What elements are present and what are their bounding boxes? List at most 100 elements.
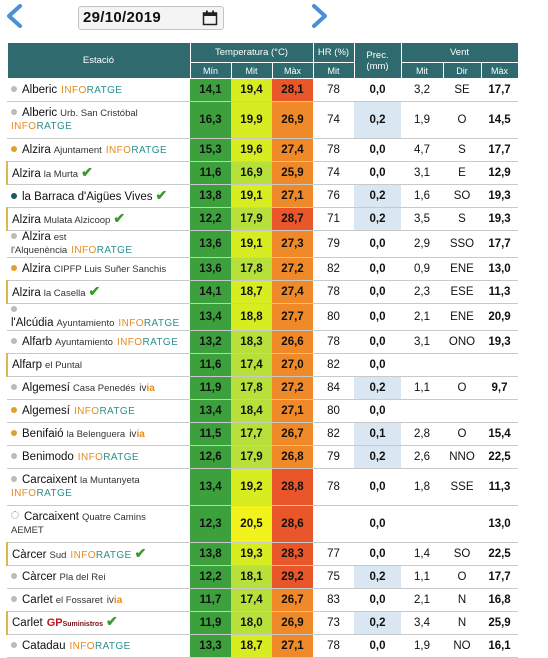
inforatge-logo: INFORATGE xyxy=(11,488,73,499)
wind-mit-cell: 1,4 xyxy=(401,542,443,566)
rain-cell: 0,0 xyxy=(354,588,401,612)
station-name-cell: Alzira Ajuntament INFORATGE xyxy=(7,138,190,162)
table-row[interactable]: Alzira la Murta ✔ 11,6 16,9 25,9 74 0,0 3,1 E 12,9 xyxy=(6,161,519,185)
station-location: Mulata Alzicoop xyxy=(43,214,111,226)
table-row[interactable]: Benimodo INFORATGE 12,6 17,9 26,8 79 0,2 2,6 NNO… xyxy=(7,445,519,469)
table-row[interactable]: Alzira est l'Alquenència INFORATGE 13,6 19,1… xyxy=(7,230,519,258)
station-name[interactable]: Alberic xyxy=(22,83,58,96)
table-row[interactable]: Alfarb Ayuntamiento INFORATGE 13,2 18,3 26,6 7… xyxy=(7,330,519,354)
temp-mit-cell: 18,4 xyxy=(231,399,272,423)
station-name[interactable]: Carlet xyxy=(12,617,43,629)
station-name-cell: Alzira est l'Alquenència INFORATGE xyxy=(7,230,190,258)
station-name[interactable]: Alzira xyxy=(22,143,51,156)
station-name[interactable]: Benimodo xyxy=(22,450,74,463)
table-row[interactable]: Carcaixent la Muntanyeta INFORATGE 13,4 19,2… xyxy=(7,468,519,506)
table-row[interactable]: Alfarp el Puntal 11,6 17,4 27,0 82 0,0 xyxy=(6,353,519,377)
rain-cell: 0,0 xyxy=(354,634,401,658)
table-row[interactable]: Benifaió la Belenguera ivia 11,5 17,7 26,7 82 0… xyxy=(7,422,519,446)
table-row[interactable]: Carlet el Fossaret ivia 11,7 17,4 26,7 83 0,0 2,… xyxy=(7,588,519,612)
header-wind-mit: Mit xyxy=(400,62,444,79)
station-status-dot xyxy=(11,306,17,312)
temp-max-cell: 25,9 xyxy=(272,161,313,185)
verified-check-icon: ✔ xyxy=(155,186,168,203)
table-row[interactable]: Càrcer Pla del Rei 12,2 18,1 29,2 75 0,2 1,1 O 17… xyxy=(7,565,519,589)
table-row[interactable]: l'Alcúdia Ayuntamiento INFORATGE 13,4 18,8 27… xyxy=(7,303,519,331)
temp-min-cell: 12,2 xyxy=(190,565,231,589)
header-wind-dir: Dir xyxy=(442,62,482,79)
rain-cell: 0,0 xyxy=(354,330,401,354)
temp-max-cell: 28,7 xyxy=(272,207,313,231)
rain-cell: 0,1 xyxy=(354,422,401,446)
table-row[interactable]: Càrcer Sud INFORATGE ✔ 13,8 19,3 28,3 77 0,0 1,4 S… xyxy=(6,542,519,566)
inforatge-logo: INFORATGE xyxy=(11,121,73,132)
calendar-icon[interactable] xyxy=(202,10,218,26)
wind-max-cell: 12,9 xyxy=(481,161,519,185)
table-row[interactable]: Alzira CIPFP Luis Suñer Sanchis 13,6 17,8 27… xyxy=(7,257,519,281)
temp-mit-cell: 20,5 xyxy=(231,505,272,543)
table-row[interactable]: Alzira Ajuntament INFORATGE 15,3 19,6 27,4 78 0… xyxy=(7,138,519,162)
wind-max-cell: 17,7 xyxy=(481,230,519,258)
temp-mit-cell: 16,9 xyxy=(231,161,272,185)
station-name[interactable]: Càrcer xyxy=(22,570,57,583)
temp-max-cell: 27,4 xyxy=(272,280,313,304)
station-name[interactable]: Alzira xyxy=(22,231,51,243)
table-row[interactable]: Algemesí INFORATGE 13,4 18,4 27,1 80 0,0 xyxy=(7,399,519,423)
station-location: Sud xyxy=(49,549,67,561)
header-humidity: HR (%) xyxy=(312,42,355,63)
station-name[interactable]: Càrcer xyxy=(12,548,47,561)
wind-dir-cell: SO xyxy=(443,542,481,566)
station-name[interactable]: Benifaió xyxy=(22,427,64,440)
header-temp-min: Mín xyxy=(189,62,232,79)
rain-cell: 0,0 xyxy=(354,230,401,258)
wind-max-cell: 17,7 xyxy=(481,565,519,589)
next-day-arrow-icon[interactable] xyxy=(308,4,330,28)
table-row[interactable]: Carlet GPSuministros ✔ 11,9 18,0 26,9 73 0,2 3,4… xyxy=(6,611,519,635)
table-row[interactable]: Carcaixent Quatre Camins AEMET 12,3 20,5 28,6… xyxy=(7,505,519,543)
table-row[interactable]: Algemesí Casa Penedés ivia 11,9 17,8 27,2 84 0,… xyxy=(7,376,519,400)
temp-min-cell: 11,6 xyxy=(190,353,231,377)
station-name[interactable]: Alfarb xyxy=(22,335,53,348)
temp-mit-cell: 18,7 xyxy=(231,634,272,658)
temp-min-cell: 13,2 xyxy=(190,330,231,354)
temp-max-cell: 28,8 xyxy=(272,468,313,506)
table-row[interactable]: la Barraca d'Aigües Vives ✔ 13,8 19,1 27,1 76… xyxy=(7,184,519,208)
table-row[interactable]: Alzira Mulata Alzicoop ✔ 12,2 17,9 28,7 71 0,2 3… xyxy=(6,207,519,231)
table-row[interactable]: Alberic INFORATGE 14,1 19,4 28,1 78 0,0 3,2 SE 17… xyxy=(7,78,519,102)
table-row[interactable]: Alberic Urb. San Cristóbal INFORATGE 16,3 19… xyxy=(7,101,519,139)
previous-day-arrow-icon[interactable] xyxy=(4,4,26,28)
station-name[interactable]: la Barraca d'Aigües Vives xyxy=(22,190,153,203)
table-row[interactable]: Alzira la Casella ✔ 14,1 18,7 27,4 78 0,0 2,3 ESE… xyxy=(6,280,519,304)
wind-max-cell: 9,7 xyxy=(481,376,519,400)
station-name-cell: Càrcer Pla del Rei xyxy=(7,565,190,589)
wind-mit-cell: 1,6 xyxy=(401,184,443,208)
wind-dir-cell: O xyxy=(443,376,481,400)
station-location: Ayuntamiento xyxy=(55,336,113,348)
rain-cell: 0,2 xyxy=(354,101,401,139)
humidity-cell: 80 xyxy=(313,303,354,331)
station-name[interactable]: Alzira xyxy=(22,262,51,275)
date-input[interactable]: 29/10/2019 xyxy=(78,6,224,30)
station-name[interactable]: Alfarp xyxy=(12,358,43,371)
temp-max-cell: 26,8 xyxy=(272,445,313,469)
station-name[interactable]: Alzira xyxy=(12,286,41,299)
temp-min-cell: 13,4 xyxy=(190,303,231,331)
table-row[interactable]: Catadau INFORATGE 13,3 18,7 27,1 78 0,0 1,9 NO 16… xyxy=(7,634,519,658)
humidity-cell: 75 xyxy=(313,565,354,589)
station-name[interactable]: Alzira xyxy=(12,213,41,226)
station-name[interactable]: Catadau xyxy=(22,639,66,652)
station-name[interactable]: Carcaixent xyxy=(24,511,79,523)
wind-dir-cell: NNO xyxy=(443,445,481,469)
station-name[interactable]: l'Alcúdia xyxy=(11,317,54,329)
temp-max-cell: 27,2 xyxy=(272,376,313,400)
wind-max-cell: 25,9 xyxy=(481,611,519,635)
station-name[interactable]: Algemesí xyxy=(22,381,70,394)
ivia-logo: ivia xyxy=(106,594,123,606)
station-name[interactable]: Alzira xyxy=(12,167,41,180)
temp-mit-cell: 19,1 xyxy=(231,230,272,258)
station-name[interactable]: Algemesí xyxy=(22,404,70,417)
rain-cell: 0,0 xyxy=(354,399,401,423)
station-name[interactable]: Carcaixent xyxy=(22,474,77,486)
temp-max-cell: 26,7 xyxy=(272,422,313,446)
station-name[interactable]: Alberic xyxy=(22,107,58,119)
station-name[interactable]: Carlet xyxy=(22,593,53,606)
